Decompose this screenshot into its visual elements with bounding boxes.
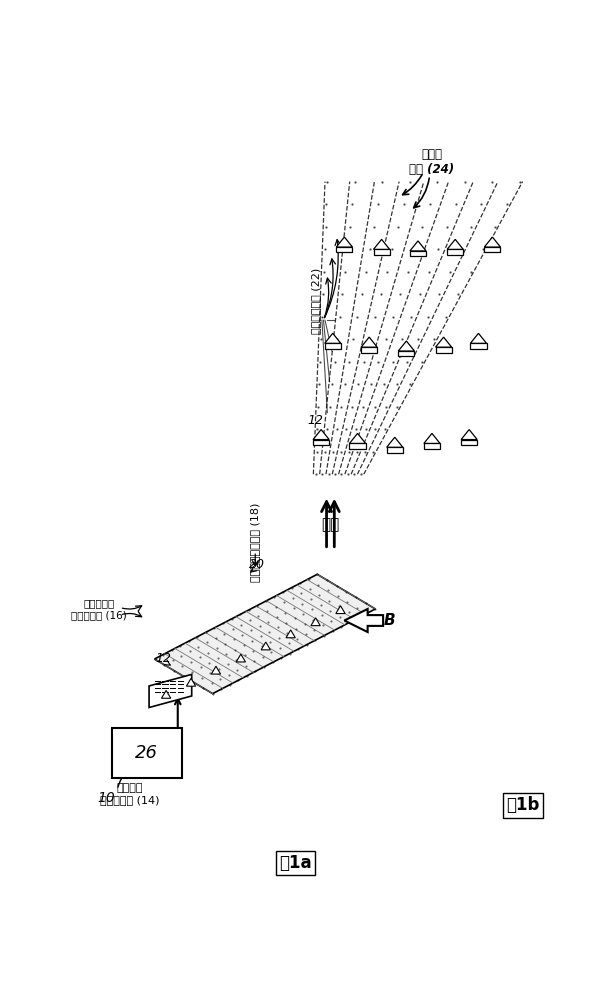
Text: 刚性体多头
象征性结构 (16): 刚性体多头 象征性结构 (16) [71, 598, 126, 620]
Polygon shape [447, 239, 463, 249]
Text: B: B [384, 613, 395, 628]
Polygon shape [211, 666, 221, 674]
Polygon shape [336, 237, 352, 247]
FancyBboxPatch shape [313, 440, 329, 445]
Polygon shape [344, 609, 383, 632]
FancyBboxPatch shape [349, 443, 366, 449]
Text: 12: 12 [308, 414, 323, 427]
Polygon shape [399, 341, 415, 351]
FancyBboxPatch shape [112, 728, 182, 778]
Text: 图1a: 图1a [279, 854, 312, 872]
FancyBboxPatch shape [361, 347, 377, 353]
FancyBboxPatch shape [461, 440, 477, 445]
Polygon shape [325, 333, 341, 343]
FancyBboxPatch shape [447, 249, 463, 255]
Polygon shape [373, 239, 390, 249]
Polygon shape [361, 337, 377, 347]
Text: 10: 10 [97, 791, 115, 805]
FancyBboxPatch shape [325, 343, 341, 349]
Polygon shape [471, 333, 487, 343]
FancyBboxPatch shape [471, 343, 487, 349]
Text: 26: 26 [136, 744, 158, 762]
Text: 图1b: 图1b [506, 796, 540, 814]
FancyBboxPatch shape [336, 247, 352, 252]
Polygon shape [387, 437, 403, 447]
Polygon shape [286, 630, 295, 638]
FancyBboxPatch shape [373, 249, 390, 255]
Text: 偏离光道阈值 (22): 偏离光道阈值 (22) [310, 268, 321, 334]
Polygon shape [436, 337, 452, 347]
Polygon shape [261, 642, 270, 650]
Polygon shape [311, 618, 320, 626]
Text: 12: 12 [156, 652, 172, 666]
Text: 头运动
轨迹 (24): 头运动 轨迹 (24) [410, 148, 455, 176]
Polygon shape [313, 430, 329, 440]
Polygon shape [484, 237, 500, 247]
FancyBboxPatch shape [410, 251, 426, 256]
Polygon shape [161, 690, 171, 698]
Polygon shape [149, 674, 192, 708]
Polygon shape [155, 574, 375, 694]
Polygon shape [349, 433, 366, 443]
Polygon shape [236, 654, 246, 662]
Text: 象征性的
共同致动器 (14): 象征性的 共同致动器 (14) [100, 783, 160, 805]
Polygon shape [424, 433, 440, 443]
FancyBboxPatch shape [387, 447, 403, 453]
FancyBboxPatch shape [424, 443, 440, 449]
Polygon shape [187, 678, 196, 686]
FancyBboxPatch shape [484, 247, 500, 252]
Polygon shape [410, 241, 426, 251]
Polygon shape [336, 606, 345, 614]
Polygon shape [461, 430, 477, 440]
Text: 相关联的数据光道 (18): 相关联的数据光道 (18) [250, 502, 260, 582]
FancyBboxPatch shape [436, 347, 452, 353]
Text: 20: 20 [249, 558, 265, 571]
FancyBboxPatch shape [399, 351, 415, 356]
Text: 放大: 放大 [322, 517, 339, 532]
